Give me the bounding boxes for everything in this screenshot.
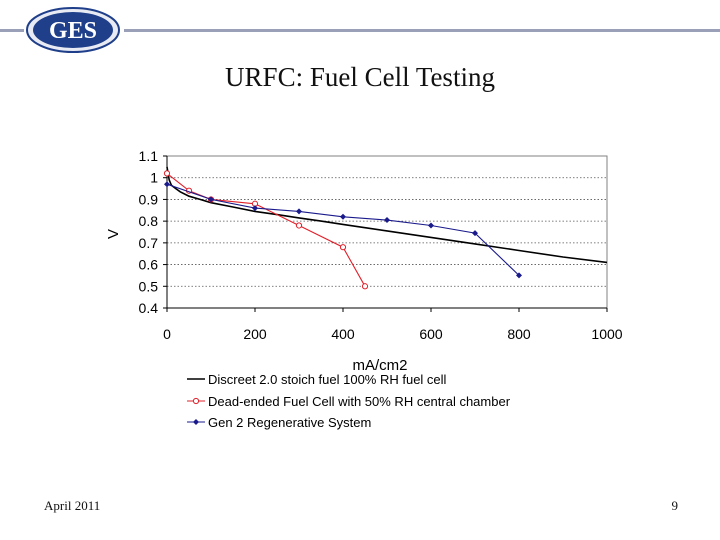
x-tick-label: 800 [507, 326, 531, 342]
x-tick-label: 400 [331, 326, 355, 342]
y-tick-label: 0.5 [139, 278, 159, 294]
x-tick-label: 0 [163, 326, 171, 342]
legend-entry-1: Discreet 2.0 stoich fuel 100% RH fuel ce… [208, 372, 447, 387]
series-3-point [516, 272, 522, 279]
series-3-point [296, 208, 302, 215]
series-2-point [339, 244, 347, 251]
series-2-point [163, 170, 171, 177]
legend-entry-3: Gen 2 Regenerative System [208, 415, 371, 430]
y-tick-label: 1 [150, 170, 158, 186]
legend-entry-2: Dead-ended Fuel Cell with 50% RH central… [208, 394, 511, 409]
series-3-point [252, 205, 258, 212]
series-3-point [384, 217, 390, 224]
y-tick-label: 0.7 [139, 235, 159, 251]
series-3-point [164, 181, 170, 188]
legend-marker-3 [193, 419, 199, 425]
logo-text: GES [49, 18, 97, 44]
top-rule-right [124, 29, 720, 32]
y-tick-label: 1.1 [139, 148, 159, 164]
x-tick-label: 1000 [591, 326, 622, 342]
x-tick-label: 200 [243, 326, 267, 342]
series-3-point [208, 196, 214, 203]
series-2-point [295, 222, 303, 229]
y-tick-label: 0.9 [139, 191, 159, 207]
y-tick-label: 0.4 [139, 300, 159, 316]
ges-logo: GES [26, 7, 120, 53]
series-3-point [340, 213, 346, 220]
x-tick-label: 600 [419, 326, 443, 342]
slide-title: URFC: Fuel Cell Testing [225, 62, 495, 92]
legend-marker-2 [192, 397, 200, 405]
page-number: 9 [671, 498, 679, 513]
series-3-point [472, 230, 478, 237]
series-3-point [428, 222, 434, 229]
y-tick-label: 0.6 [139, 257, 159, 273]
footer-date: April 2011 [44, 498, 101, 513]
y-axis-label: V [105, 229, 122, 239]
series-2-point [361, 283, 369, 290]
x-axis-label: mA/cm2 [352, 357, 407, 374]
y-tick-label: 0.8 [139, 213, 159, 229]
top-rule-left [0, 29, 24, 32]
plot-area [166, 155, 608, 309]
